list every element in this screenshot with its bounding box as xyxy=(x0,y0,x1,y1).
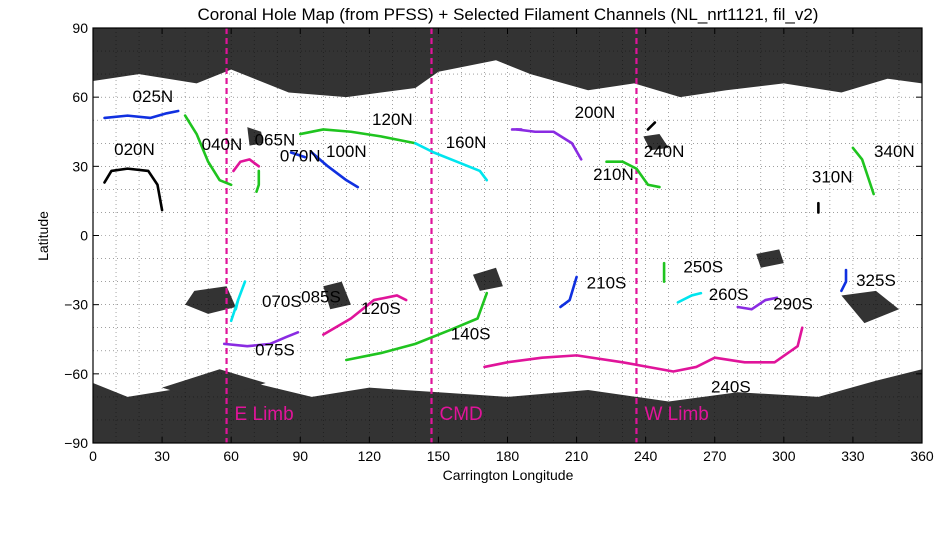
filament-11 xyxy=(605,160,661,189)
x-tick-label: 330 xyxy=(841,448,865,464)
filament-label-23: 290S xyxy=(773,294,813,313)
x-tick-label: 30 xyxy=(154,448,170,464)
y-tick-label: 90 xyxy=(72,20,88,36)
coronal-hole-patch xyxy=(841,290,899,324)
filament-24 xyxy=(840,268,848,293)
coronal-hole-patch xyxy=(643,134,669,151)
filament-25 xyxy=(483,326,804,373)
x-tick-label: 180 xyxy=(496,448,520,464)
x-tick-label: 210 xyxy=(565,448,589,464)
x-tick-label: 360 xyxy=(910,448,934,464)
filament-4 xyxy=(103,167,164,212)
filament-22 xyxy=(676,291,703,304)
y-tick-label: 30 xyxy=(72,158,88,174)
filament-label-15: 070S xyxy=(262,292,302,311)
filament-label-6: 070N xyxy=(280,147,321,166)
filament-6 xyxy=(310,151,360,189)
filament-3 xyxy=(255,169,261,193)
open-field-region xyxy=(93,60,922,402)
x-axis-label: Carrington Longitude xyxy=(443,467,574,483)
filament-16 xyxy=(234,298,240,311)
filament-label-10: 200N xyxy=(575,103,616,122)
filament-2 xyxy=(232,158,261,173)
filament-1 xyxy=(183,114,233,187)
filament-label-0: 025N xyxy=(133,87,174,106)
vline-label-0: E Limb xyxy=(235,404,294,425)
y-tick-label: 60 xyxy=(72,89,88,105)
filament-label-7: 100N xyxy=(326,142,367,161)
filament-17 xyxy=(222,331,300,348)
coronal-hole-patch xyxy=(162,369,266,402)
filament-5 xyxy=(298,128,417,145)
y-tick-label: −90 xyxy=(64,435,88,451)
filament-label-9: 160N xyxy=(446,133,487,152)
filament-label-21: 250S xyxy=(683,257,723,276)
x-tick-label: 300 xyxy=(772,448,796,464)
filament-label-18: 120S xyxy=(361,299,401,318)
x-tick-label: 240 xyxy=(634,448,658,464)
filament-label-14: 310N xyxy=(812,167,853,186)
vline-label-2: W Limb xyxy=(644,404,708,425)
coronal-hole-patch xyxy=(756,249,784,268)
filament-9 xyxy=(515,128,583,161)
filament-label-11: 210N xyxy=(593,165,634,184)
filament-label-20: 210S xyxy=(587,274,627,293)
x-tick-label: 150 xyxy=(427,448,451,464)
y-axis-label: Latitude xyxy=(35,211,51,261)
filament-label-17: 075S xyxy=(255,340,295,359)
y-tick-label: −30 xyxy=(64,297,88,313)
coronal-hole-patch xyxy=(247,127,264,146)
x-tick-label: 60 xyxy=(223,448,239,464)
filament-19 xyxy=(345,291,489,362)
filament-label-24: 325S xyxy=(856,271,896,290)
filament-23 xyxy=(736,296,779,311)
filament-7 xyxy=(289,151,307,159)
filament-12 xyxy=(646,121,657,131)
filament-13 xyxy=(851,146,875,196)
filament-8 xyxy=(414,141,489,182)
filament-label-19: 140S xyxy=(451,324,491,343)
filament-label-8: 120N xyxy=(372,110,413,129)
x-tick-label: 0 xyxy=(89,448,97,464)
filament-0 xyxy=(103,109,180,120)
coronal-hole-patch xyxy=(323,281,351,310)
filament-label-5: 065N xyxy=(255,131,296,150)
vline-label-1: CMD xyxy=(440,404,483,425)
x-tick-label: 120 xyxy=(358,448,382,464)
filament-label-22: 260S xyxy=(709,285,749,304)
coronal-hole-patch xyxy=(185,286,236,314)
filament-label-12: 240N xyxy=(644,142,685,161)
filament-label-16: 085S xyxy=(301,287,341,306)
coronal-hole-patch xyxy=(472,267,503,291)
filament-label-1: 020N xyxy=(114,140,155,159)
filament-18 xyxy=(321,294,408,336)
filament-label-2: 040N xyxy=(202,135,243,154)
filament-label-13: 340N xyxy=(874,142,915,161)
x-tick-label: 270 xyxy=(703,448,727,464)
x-tick-label: 90 xyxy=(292,448,308,464)
chart-title: Coronal Hole Map (from PFSS) + Selected … xyxy=(198,5,819,24)
y-tick-label: 0 xyxy=(80,228,88,244)
filament-label-25: 240S xyxy=(711,377,751,396)
filament-20 xyxy=(559,275,578,309)
y-tick-label: −60 xyxy=(64,366,88,382)
